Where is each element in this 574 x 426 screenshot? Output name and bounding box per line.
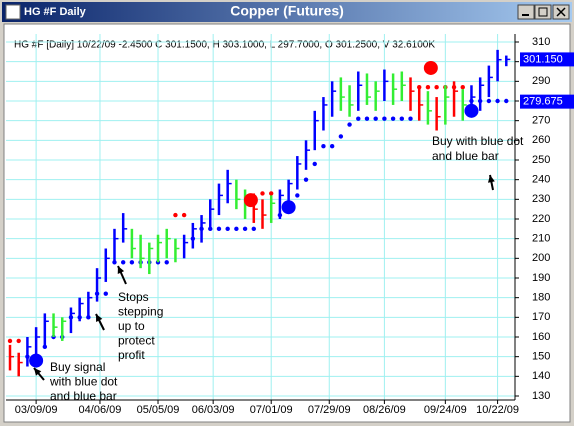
y-tick-label: 250 — [532, 154, 550, 166]
x-tick-label: 03/09/09 — [15, 404, 58, 416]
stop-dot — [329, 144, 335, 149]
chart-area — [3, 23, 571, 423]
annotation: Stops — [118, 290, 149, 304]
y-tick-label: 240 — [532, 174, 550, 186]
stop-dot — [120, 260, 126, 265]
stop-dot — [347, 122, 352, 127]
app-icon — [5, 4, 21, 20]
x-tick-label: 07/29/09 — [308, 404, 351, 416]
stop-dot — [242, 226, 248, 232]
x-tick-label: 08/26/09 — [363, 404, 406, 416]
stop-dot — [234, 226, 239, 232]
stop-dot — [373, 116, 378, 121]
y-tick-label: 290 — [532, 75, 550, 87]
x-tick-label: 09/24/09 — [424, 404, 467, 416]
arrow-head — [117, 266, 125, 274]
y-tick-label: 150 — [532, 351, 550, 363]
arrow-head — [488, 175, 495, 183]
y-tick-label: 310 — [532, 36, 550, 48]
stop-dot — [7, 338, 13, 344]
stop-dot — [312, 161, 317, 167]
y-tick-label: 160 — [532, 331, 550, 343]
x-tick-label: 05/05/09 — [137, 404, 180, 416]
y-tick-label: 140 — [532, 370, 550, 382]
stop-dot — [364, 116, 370, 121]
stop-dot — [225, 226, 230, 232]
y-tick-label: 130 — [532, 390, 550, 402]
annotation: profit — [118, 348, 145, 362]
stop-dot — [495, 98, 500, 104]
price-label: 279.675 — [523, 96, 563, 108]
annotation: and blue bar — [432, 149, 499, 163]
stop-dot — [504, 98, 509, 104]
stop-dot — [434, 85, 439, 90]
stop-dot — [303, 177, 309, 182]
price-label-box — [520, 94, 574, 109]
x-tick-label: 04/06/09 — [79, 404, 122, 416]
arrow-head — [34, 368, 42, 376]
stop-dot — [103, 291, 108, 296]
y-tick-label: 180 — [532, 292, 550, 304]
maximize-icon — [538, 7, 548, 17]
stop-dot — [321, 144, 326, 149]
stop-dot — [16, 338, 21, 344]
signal-dot — [243, 193, 258, 208]
arrow-head — [96, 314, 103, 322]
chart-title: Copper (Futures) — [230, 3, 344, 19]
signal-dot — [464, 103, 479, 118]
annotation: stepping — [118, 305, 163, 319]
stop-dot — [181, 212, 187, 218]
stop-dot — [295, 193, 300, 198]
y-tick-label: 210 — [532, 233, 550, 245]
stop-dot — [425, 85, 431, 90]
window-title: HG #F Daily — [24, 6, 87, 18]
title-bar — [2, 2, 572, 22]
stop-dot — [251, 226, 256, 232]
stop-dot — [408, 116, 413, 121]
y-tick-label: 260 — [532, 134, 550, 146]
minimize-button[interactable] — [517, 4, 535, 20]
annotation: Buy signal — [50, 360, 105, 374]
stop-dot — [129, 260, 135, 265]
stop-dot — [356, 116, 361, 121]
stop-dot — [486, 98, 492, 104]
annotation: Buy with blue dot — [432, 134, 524, 148]
y-tick-label: 190 — [532, 272, 550, 284]
stop-dot — [269, 191, 274, 196]
annotation: with blue dot — [49, 375, 118, 389]
y-tick-label: 220 — [532, 213, 550, 225]
stop-dot — [173, 212, 178, 218]
y-tick-label: 270 — [532, 115, 550, 127]
close-icon — [556, 7, 566, 17]
stop-dot — [164, 260, 169, 265]
stop-dot — [399, 116, 405, 121]
y-tick-label: 200 — [532, 252, 550, 264]
signal-dot — [29, 353, 44, 368]
annotation: and blue bar — [50, 389, 117, 403]
y-tick-label: 230 — [532, 193, 550, 205]
x-tick-label: 06/03/09 — [192, 404, 235, 416]
stop-dot — [338, 134, 344, 139]
annotation: protect — [118, 334, 155, 348]
x-tick-label: 07/01/09 — [250, 404, 293, 416]
window-buttons[interactable] — [517, 4, 570, 20]
y-tick-label: 170 — [532, 311, 550, 323]
stop-dot — [460, 85, 465, 90]
stop-dot — [390, 116, 396, 121]
price-label-box — [520, 52, 574, 67]
stop-dot — [260, 191, 265, 196]
x-tick-label: 10/22/09 — [476, 404, 519, 416]
signal-dot — [423, 60, 438, 75]
stop-dot — [216, 226, 222, 232]
maximize-button[interactable] — [534, 4, 552, 20]
stop-dot — [382, 116, 387, 121]
info-line: HG #F [Daily] 10/22/09 -2.4500 C 301.150… — [14, 40, 435, 51]
signal-dot — [281, 200, 296, 215]
price-label: 301.150 — [523, 53, 563, 65]
annotation: up to — [118, 319, 145, 333]
